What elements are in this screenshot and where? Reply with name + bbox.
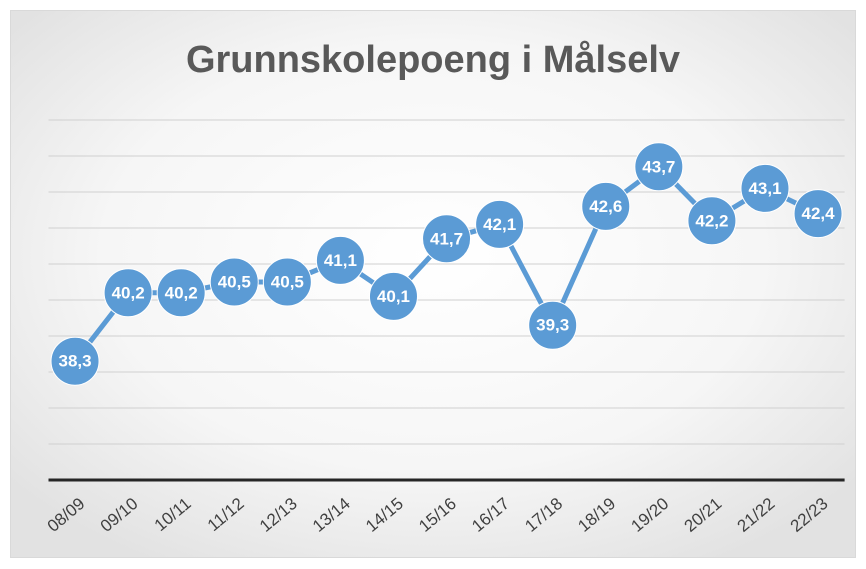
data-label: 42,2 (695, 211, 728, 230)
data-label: 42,1 (483, 215, 516, 234)
data-point (156, 268, 206, 318)
data-point (315, 235, 365, 285)
data-label: 39,3 (536, 316, 569, 335)
chart-title: Grunnskolepoeng i Målselv (186, 39, 680, 81)
data-point (50, 336, 100, 386)
data-point (793, 189, 843, 239)
data-label: 43,1 (748, 179, 781, 198)
data-label: 40,5 (271, 272, 304, 291)
data-label: 38,3 (58, 352, 91, 371)
chart-area (10, 10, 856, 558)
data-point (740, 163, 790, 213)
data-label: 43,7 (642, 157, 675, 176)
data-point (687, 196, 737, 246)
data-label: 40,5 (218, 272, 251, 291)
data-point (581, 181, 631, 231)
data-point (475, 199, 525, 249)
data-label: 41,7 (430, 229, 463, 248)
data-point (262, 257, 312, 307)
data-label: 40,2 (112, 283, 145, 302)
data-label: 40,1 (377, 287, 410, 306)
data-point (209, 257, 259, 307)
data-point (634, 142, 684, 192)
data-point (103, 268, 153, 318)
data-label: 41,1 (324, 251, 357, 270)
data-label: 42,4 (802, 204, 836, 223)
data-label: 42,6 (589, 197, 622, 216)
data-point (368, 271, 418, 321)
data-point (528, 300, 578, 350)
data-label: 40,2 (165, 283, 198, 302)
data-point (422, 214, 472, 264)
